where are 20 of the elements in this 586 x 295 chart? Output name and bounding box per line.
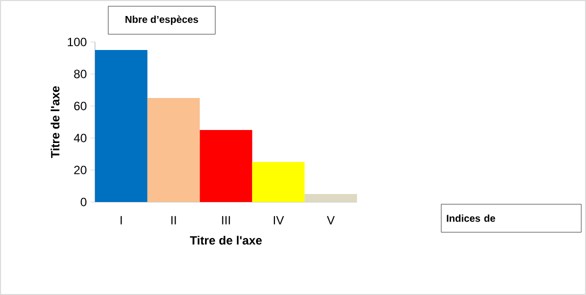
x-tick-label: I bbox=[120, 216, 122, 224]
x-tick-label: IV bbox=[274, 216, 284, 224]
x-tick-label: III bbox=[222, 216, 230, 224]
x-tick-label: II bbox=[171, 216, 176, 224]
bar bbox=[304, 194, 358, 202]
y-axis-title: Titre de l'axe bbox=[50, 86, 60, 158]
y-tick-label: 80 bbox=[74, 70, 86, 78]
y-tick-label: 20 bbox=[74, 166, 86, 174]
bar bbox=[95, 50, 148, 202]
y-tick-label: 100 bbox=[68, 38, 86, 46]
bar bbox=[200, 130, 252, 202]
y-tick-label: 0 bbox=[80, 198, 86, 206]
x-axis-title: Titre de l'axe bbox=[190, 236, 262, 245]
chart-title: Nbre d’espèces bbox=[126, 16, 198, 25]
text: Indices de bbox=[446, 214, 496, 222]
y-tick-label: 60 bbox=[74, 102, 86, 110]
x-tick-label: V bbox=[326, 216, 335, 224]
bar bbox=[252, 162, 305, 202]
y-tick-label: 40 bbox=[74, 134, 86, 142]
bar bbox=[147, 98, 200, 202]
